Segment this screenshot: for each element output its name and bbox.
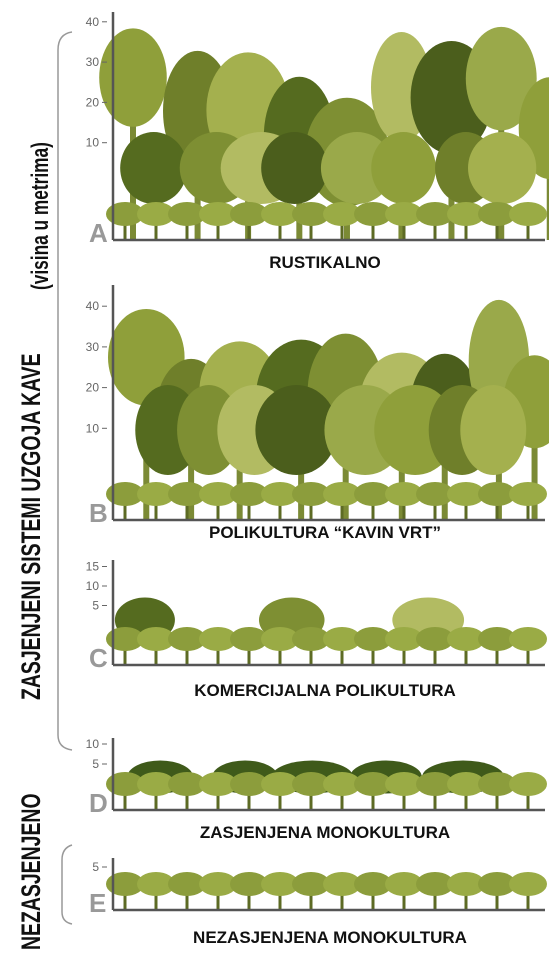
panel-title: RUSTIKALNO bbox=[269, 253, 380, 272]
panel-title: KOMERCIJALNA POLIKULTURA bbox=[194, 681, 456, 700]
panel-letter: B bbox=[89, 498, 108, 528]
coffee-shrub bbox=[509, 482, 547, 506]
tick-label: 5 bbox=[92, 599, 99, 613]
tick-label: 10 bbox=[86, 421, 100, 435]
side-label: (visina u metrima) bbox=[27, 142, 53, 290]
tick-label: 40 bbox=[86, 15, 100, 29]
panel-letter: E bbox=[89, 888, 106, 918]
tick-label: 40 bbox=[86, 299, 100, 313]
coffee-shrub bbox=[509, 202, 547, 226]
tick-label: 5 bbox=[92, 757, 99, 771]
tick-label: 30 bbox=[86, 55, 100, 69]
coffee-shrub bbox=[509, 772, 547, 796]
side-label: ZASJENJENI SISTEMI UZGOJA KAVE bbox=[16, 353, 46, 700]
side-label: NEZASJENJENO bbox=[16, 793, 46, 950]
panel-title: NEZASJENJENA MONOKULTURA bbox=[193, 928, 467, 947]
tick-label: 10 bbox=[86, 136, 100, 150]
panel: 40 30 20 10 A RUSTIKALNO bbox=[86, 12, 549, 272]
panel: 15 10 5 C KOMERCIJALNA POLIKULTURA bbox=[86, 560, 547, 701]
tick-label: 20 bbox=[86, 381, 100, 395]
panel-letter: D bbox=[89, 788, 108, 818]
shade-tree bbox=[460, 385, 526, 475]
tick-label: 10 bbox=[86, 579, 100, 593]
tick-label: 5 bbox=[92, 860, 99, 874]
coffee-shrub bbox=[509, 627, 547, 651]
bracket bbox=[58, 32, 72, 750]
panel-title: POLIKULTURA “KAVIN VRT” bbox=[209, 523, 441, 542]
infographic: ZASJENJENI SISTEMI UZGOJA KAVE (visina u… bbox=[0, 0, 549, 956]
tick-label: 10 bbox=[86, 737, 100, 751]
tree-crown bbox=[99, 28, 167, 126]
panel-letter: C bbox=[89, 643, 108, 673]
panel-letter: A bbox=[89, 218, 108, 248]
panel: 40 30 20 10 B POLIKULTURA “KAVIN VRT” bbox=[86, 285, 549, 542]
coffee-shrub bbox=[509, 872, 547, 896]
bracket bbox=[62, 845, 72, 924]
shade-tree bbox=[120, 132, 187, 204]
panel: 5 E NEZASJENJENA MONOKULTURA bbox=[89, 858, 547, 947]
panel: 10 5 D ZASJENJENA MONOKULTURA bbox=[86, 737, 547, 842]
tick-label: 30 bbox=[86, 340, 100, 354]
tick-label: 20 bbox=[86, 95, 100, 109]
tick-label: 15 bbox=[86, 560, 100, 574]
shade-tree bbox=[371, 132, 436, 204]
shade-tree bbox=[468, 132, 536, 204]
panel-title: ZASJENJENA MONOKULTURA bbox=[200, 823, 450, 842]
shade-tree bbox=[261, 132, 328, 204]
